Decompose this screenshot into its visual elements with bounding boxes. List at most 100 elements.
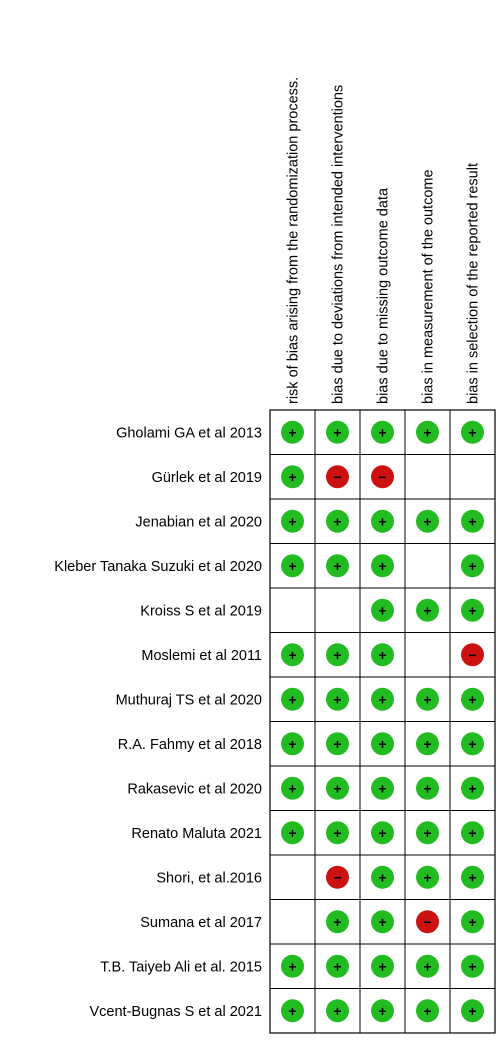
rating-symbol: + — [423, 1003, 431, 1019]
low-risk-icon: + — [416, 420, 439, 444]
rating-symbol: + — [468, 691, 476, 707]
rating-circle — [416, 954, 439, 978]
rating-symbol: + — [378, 691, 386, 707]
rating-circle — [371, 509, 394, 533]
rating-symbol: + — [288, 825, 296, 841]
low-risk-icon: + — [371, 643, 394, 667]
low-risk-icon: + — [371, 999, 394, 1023]
rating-symbol: + — [333, 736, 341, 752]
rating-circle — [371, 821, 394, 845]
low-risk-icon: + — [326, 509, 349, 533]
rating-circle — [461, 999, 484, 1023]
low-risk-icon: + — [461, 999, 484, 1023]
rating-circle — [416, 420, 439, 444]
study-label: Gholami GA et al 2013 — [116, 425, 262, 441]
rating-symbol: + — [378, 825, 386, 841]
rating-symbol: + — [378, 513, 386, 529]
rating-symbol: + — [288, 958, 296, 974]
low-risk-icon: + — [281, 954, 304, 978]
study-label: Shori, et al.2016 — [156, 870, 262, 886]
low-risk-icon: + — [461, 509, 484, 533]
study-label: Kleber Tanaka Suzuki et al 2020 — [54, 559, 262, 575]
low-risk-icon: + — [461, 954, 484, 978]
rating-symbol: + — [468, 1003, 476, 1019]
rating-symbol: + — [333, 1003, 341, 1019]
rating-circle — [326, 554, 349, 578]
rating-circle — [416, 732, 439, 756]
low-risk-icon: + — [281, 821, 304, 845]
rating-circle — [371, 776, 394, 800]
rating-circle — [281, 420, 304, 444]
rating-symbol: + — [288, 691, 296, 707]
low-risk-icon: + — [461, 821, 484, 845]
rating-symbol: + — [423, 602, 431, 618]
rating-circle — [281, 554, 304, 578]
rating-circle — [371, 865, 394, 889]
rating-symbol: + — [423, 869, 431, 885]
rating-circle — [326, 643, 349, 667]
rating-symbol: + — [378, 736, 386, 752]
low-risk-icon: + — [281, 732, 304, 756]
rating-circle — [416, 865, 439, 889]
high-risk-icon: − — [326, 465, 349, 489]
rating-symbol: + — [288, 780, 296, 796]
rating-symbol: − — [468, 647, 476, 663]
rating-symbol: + — [288, 647, 296, 663]
high-risk-icon: − — [416, 910, 439, 934]
rating-symbol: + — [378, 1003, 386, 1019]
study-label: Vcent-Bugnas S et al 2021 — [89, 1004, 262, 1020]
low-risk-icon: + — [461, 776, 484, 800]
column-label: bias in measurement of the outcome — [421, 169, 437, 404]
rating-circle — [416, 999, 439, 1023]
rating-symbol: + — [423, 825, 431, 841]
rating-symbol: + — [423, 736, 431, 752]
rating-symbol: + — [288, 558, 296, 574]
low-risk-icon: + — [416, 732, 439, 756]
study-label: Rakasevic et al 2020 — [127, 781, 262, 797]
rating-circle — [461, 509, 484, 533]
low-risk-icon: + — [416, 821, 439, 845]
low-risk-icon: + — [281, 643, 304, 667]
rating-circle — [416, 509, 439, 533]
rating-circle — [326, 509, 349, 533]
low-risk-icon: + — [461, 554, 484, 578]
low-risk-icon: + — [326, 687, 349, 711]
rating-symbol: + — [468, 958, 476, 974]
study-label: Kroiss S et al 2019 — [140, 603, 262, 619]
rating-circle — [461, 821, 484, 845]
rating-circle — [461, 687, 484, 711]
rating-symbol: + — [378, 558, 386, 574]
rating-circle — [326, 732, 349, 756]
low-risk-icon: + — [461, 910, 484, 934]
rating-symbol: + — [288, 513, 296, 529]
rating-symbol: + — [288, 736, 296, 752]
column-label: bias due to deviations from intended int… — [331, 85, 347, 404]
rating-circle — [371, 465, 394, 489]
rating-symbol: − — [378, 469, 386, 485]
rating-symbol: + — [378, 869, 386, 885]
study-label: T.B. Taiyeb Ali et al. 2015 — [100, 959, 262, 975]
rating-symbol: + — [423, 424, 431, 440]
study-label: Moslemi et al 2011 — [141, 648, 262, 664]
rating-symbol: + — [468, 780, 476, 796]
rating-circle — [461, 865, 484, 889]
low-risk-icon: + — [371, 732, 394, 756]
rating-symbol: + — [423, 780, 431, 796]
low-risk-icon: + — [371, 776, 394, 800]
rating-symbol: + — [333, 513, 341, 529]
study-label: Jenabian et al 2020 — [135, 514, 262, 530]
rating-symbol: + — [333, 647, 341, 663]
rating-symbol: + — [378, 958, 386, 974]
low-risk-icon: + — [416, 999, 439, 1023]
low-risk-icon: + — [371, 509, 394, 533]
low-risk-icon: + — [416, 954, 439, 978]
low-risk-icon: + — [371, 821, 394, 845]
rating-symbol: + — [333, 558, 341, 574]
low-risk-icon: + — [371, 687, 394, 711]
low-risk-icon: + — [371, 954, 394, 978]
rating-circle — [281, 776, 304, 800]
rating-circle — [281, 465, 304, 489]
rating-symbol: + — [378, 647, 386, 663]
low-risk-icon: + — [371, 598, 394, 622]
